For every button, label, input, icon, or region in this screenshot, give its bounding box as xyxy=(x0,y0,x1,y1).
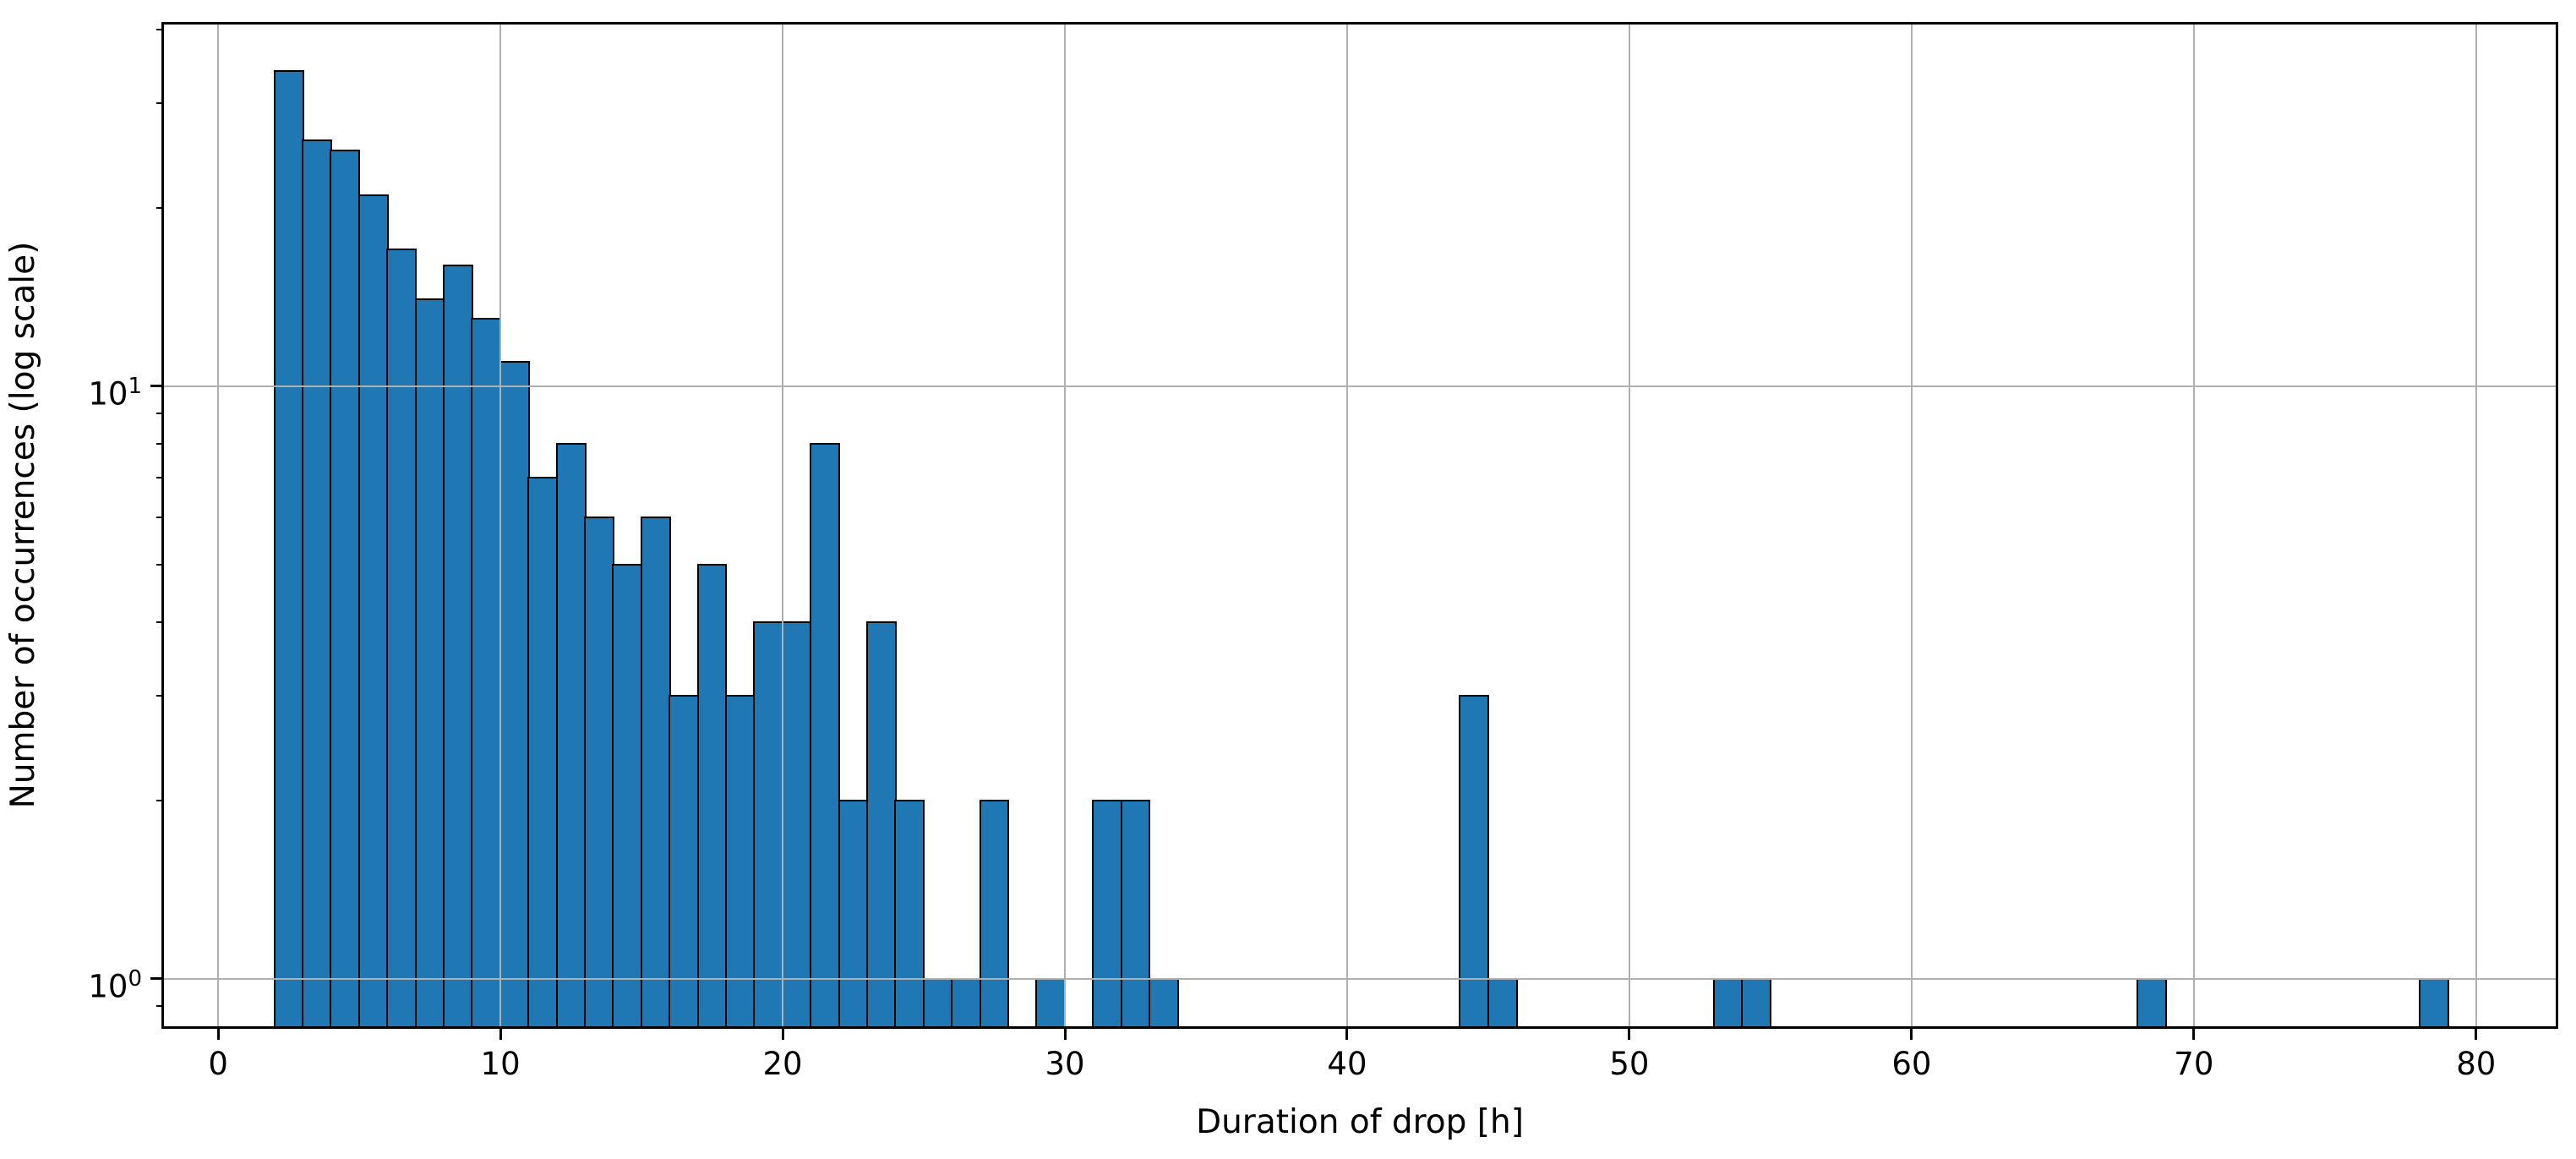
y-tick-label: 100 xyxy=(88,965,142,1005)
histogram-bar xyxy=(443,264,473,1029)
x-tick-label: 0 xyxy=(208,1046,228,1082)
x-axis-label: Duration of drop [h] xyxy=(1196,1103,1524,1141)
histogram-bar xyxy=(2418,977,2449,1029)
histogram-bar xyxy=(527,477,559,1029)
histogram-bar xyxy=(951,977,982,1029)
x-tick-label: 10 xyxy=(480,1046,521,1082)
x-gridline xyxy=(2192,24,2195,1027)
histogram-bar xyxy=(979,799,1010,1029)
x-tick-label: 50 xyxy=(1609,1046,1650,1082)
histogram-bar xyxy=(1741,977,1772,1029)
x-tick xyxy=(1063,1029,1067,1040)
histogram-bar xyxy=(810,442,841,1029)
histogram-bar xyxy=(696,563,728,1029)
histogram-bar xyxy=(1487,977,1518,1029)
histogram-bar xyxy=(2136,977,2167,1029)
histogram-bar xyxy=(357,194,389,1029)
x-tick-label: 80 xyxy=(2456,1046,2497,1082)
histogram-bar xyxy=(273,70,304,1029)
histogram-bar xyxy=(499,360,530,1029)
y-gridline xyxy=(163,385,2557,387)
histogram-bar xyxy=(894,799,925,1029)
histogram-bar xyxy=(1035,977,1067,1029)
histogram-bar xyxy=(330,149,361,1029)
x-tick-label: 70 xyxy=(2174,1046,2214,1082)
y-tick-major xyxy=(150,977,163,981)
histogram-bar xyxy=(1712,977,1744,1029)
x-gridline xyxy=(499,24,502,1027)
y-tick-minor xyxy=(156,102,163,105)
x-tick xyxy=(1628,1029,1631,1040)
x-gridline xyxy=(782,24,784,1027)
x-gridline xyxy=(1910,24,1913,1027)
y-tick-minor xyxy=(156,412,163,414)
histogram-bar xyxy=(386,249,418,1029)
y-tick-label: 101 xyxy=(88,373,142,413)
histogram-bar xyxy=(781,621,812,1029)
x-gridline xyxy=(1345,24,1348,1027)
histogram-bar xyxy=(1092,799,1123,1029)
y-tick-minor xyxy=(156,28,163,30)
y-gridline xyxy=(163,977,2557,980)
y-tick-minor xyxy=(156,563,163,566)
histogram-bar xyxy=(1148,977,1179,1029)
x-tick xyxy=(2192,1029,2196,1040)
plot-area: 0 10 20 30 40 50 60 70 80 100 101 xyxy=(88,22,2558,1081)
histogram-bar xyxy=(584,517,614,1029)
x-tick xyxy=(216,1029,220,1040)
x-tick xyxy=(781,1029,784,1040)
histogram-bar xyxy=(612,563,643,1029)
x-tick xyxy=(1910,1029,1913,1040)
x-gridline xyxy=(2475,24,2477,1027)
y-tick-minor xyxy=(156,442,163,445)
x-tick-label: 60 xyxy=(1891,1046,1932,1082)
y-tick-major xyxy=(150,385,163,388)
x-tick-label: 20 xyxy=(762,1046,803,1082)
y-tick-minor xyxy=(156,1004,163,1007)
x-tick xyxy=(2475,1029,2478,1040)
histogram-bar xyxy=(865,621,897,1029)
y-tick-minor xyxy=(156,695,163,697)
histogram-bar xyxy=(1120,799,1151,1029)
y-tick-minor xyxy=(156,799,163,801)
histogram-bar xyxy=(555,442,587,1029)
y-axis-label: Number of occurrences (log scale) xyxy=(4,241,42,809)
x-gridline xyxy=(217,24,220,1027)
x-tick-label: 30 xyxy=(1045,1046,1085,1082)
histogram-bar xyxy=(471,317,502,1029)
x-tick xyxy=(499,1029,502,1040)
histogram-bar xyxy=(838,799,869,1029)
histogram-bar xyxy=(302,139,332,1029)
x-gridline xyxy=(1628,24,1630,1027)
y-tick-minor xyxy=(156,621,163,623)
histogram-bar xyxy=(922,977,953,1029)
x-tick-label: 40 xyxy=(1327,1046,1367,1082)
y-tick-minor xyxy=(156,517,163,519)
y-tick-minor xyxy=(156,477,163,479)
histogram-bar xyxy=(753,621,784,1029)
x-tick xyxy=(1345,1029,1349,1040)
histogram-bar xyxy=(640,517,671,1029)
y-tick-minor xyxy=(156,206,163,209)
histogram-bar xyxy=(414,298,445,1029)
x-gridline xyxy=(1064,24,1066,1027)
